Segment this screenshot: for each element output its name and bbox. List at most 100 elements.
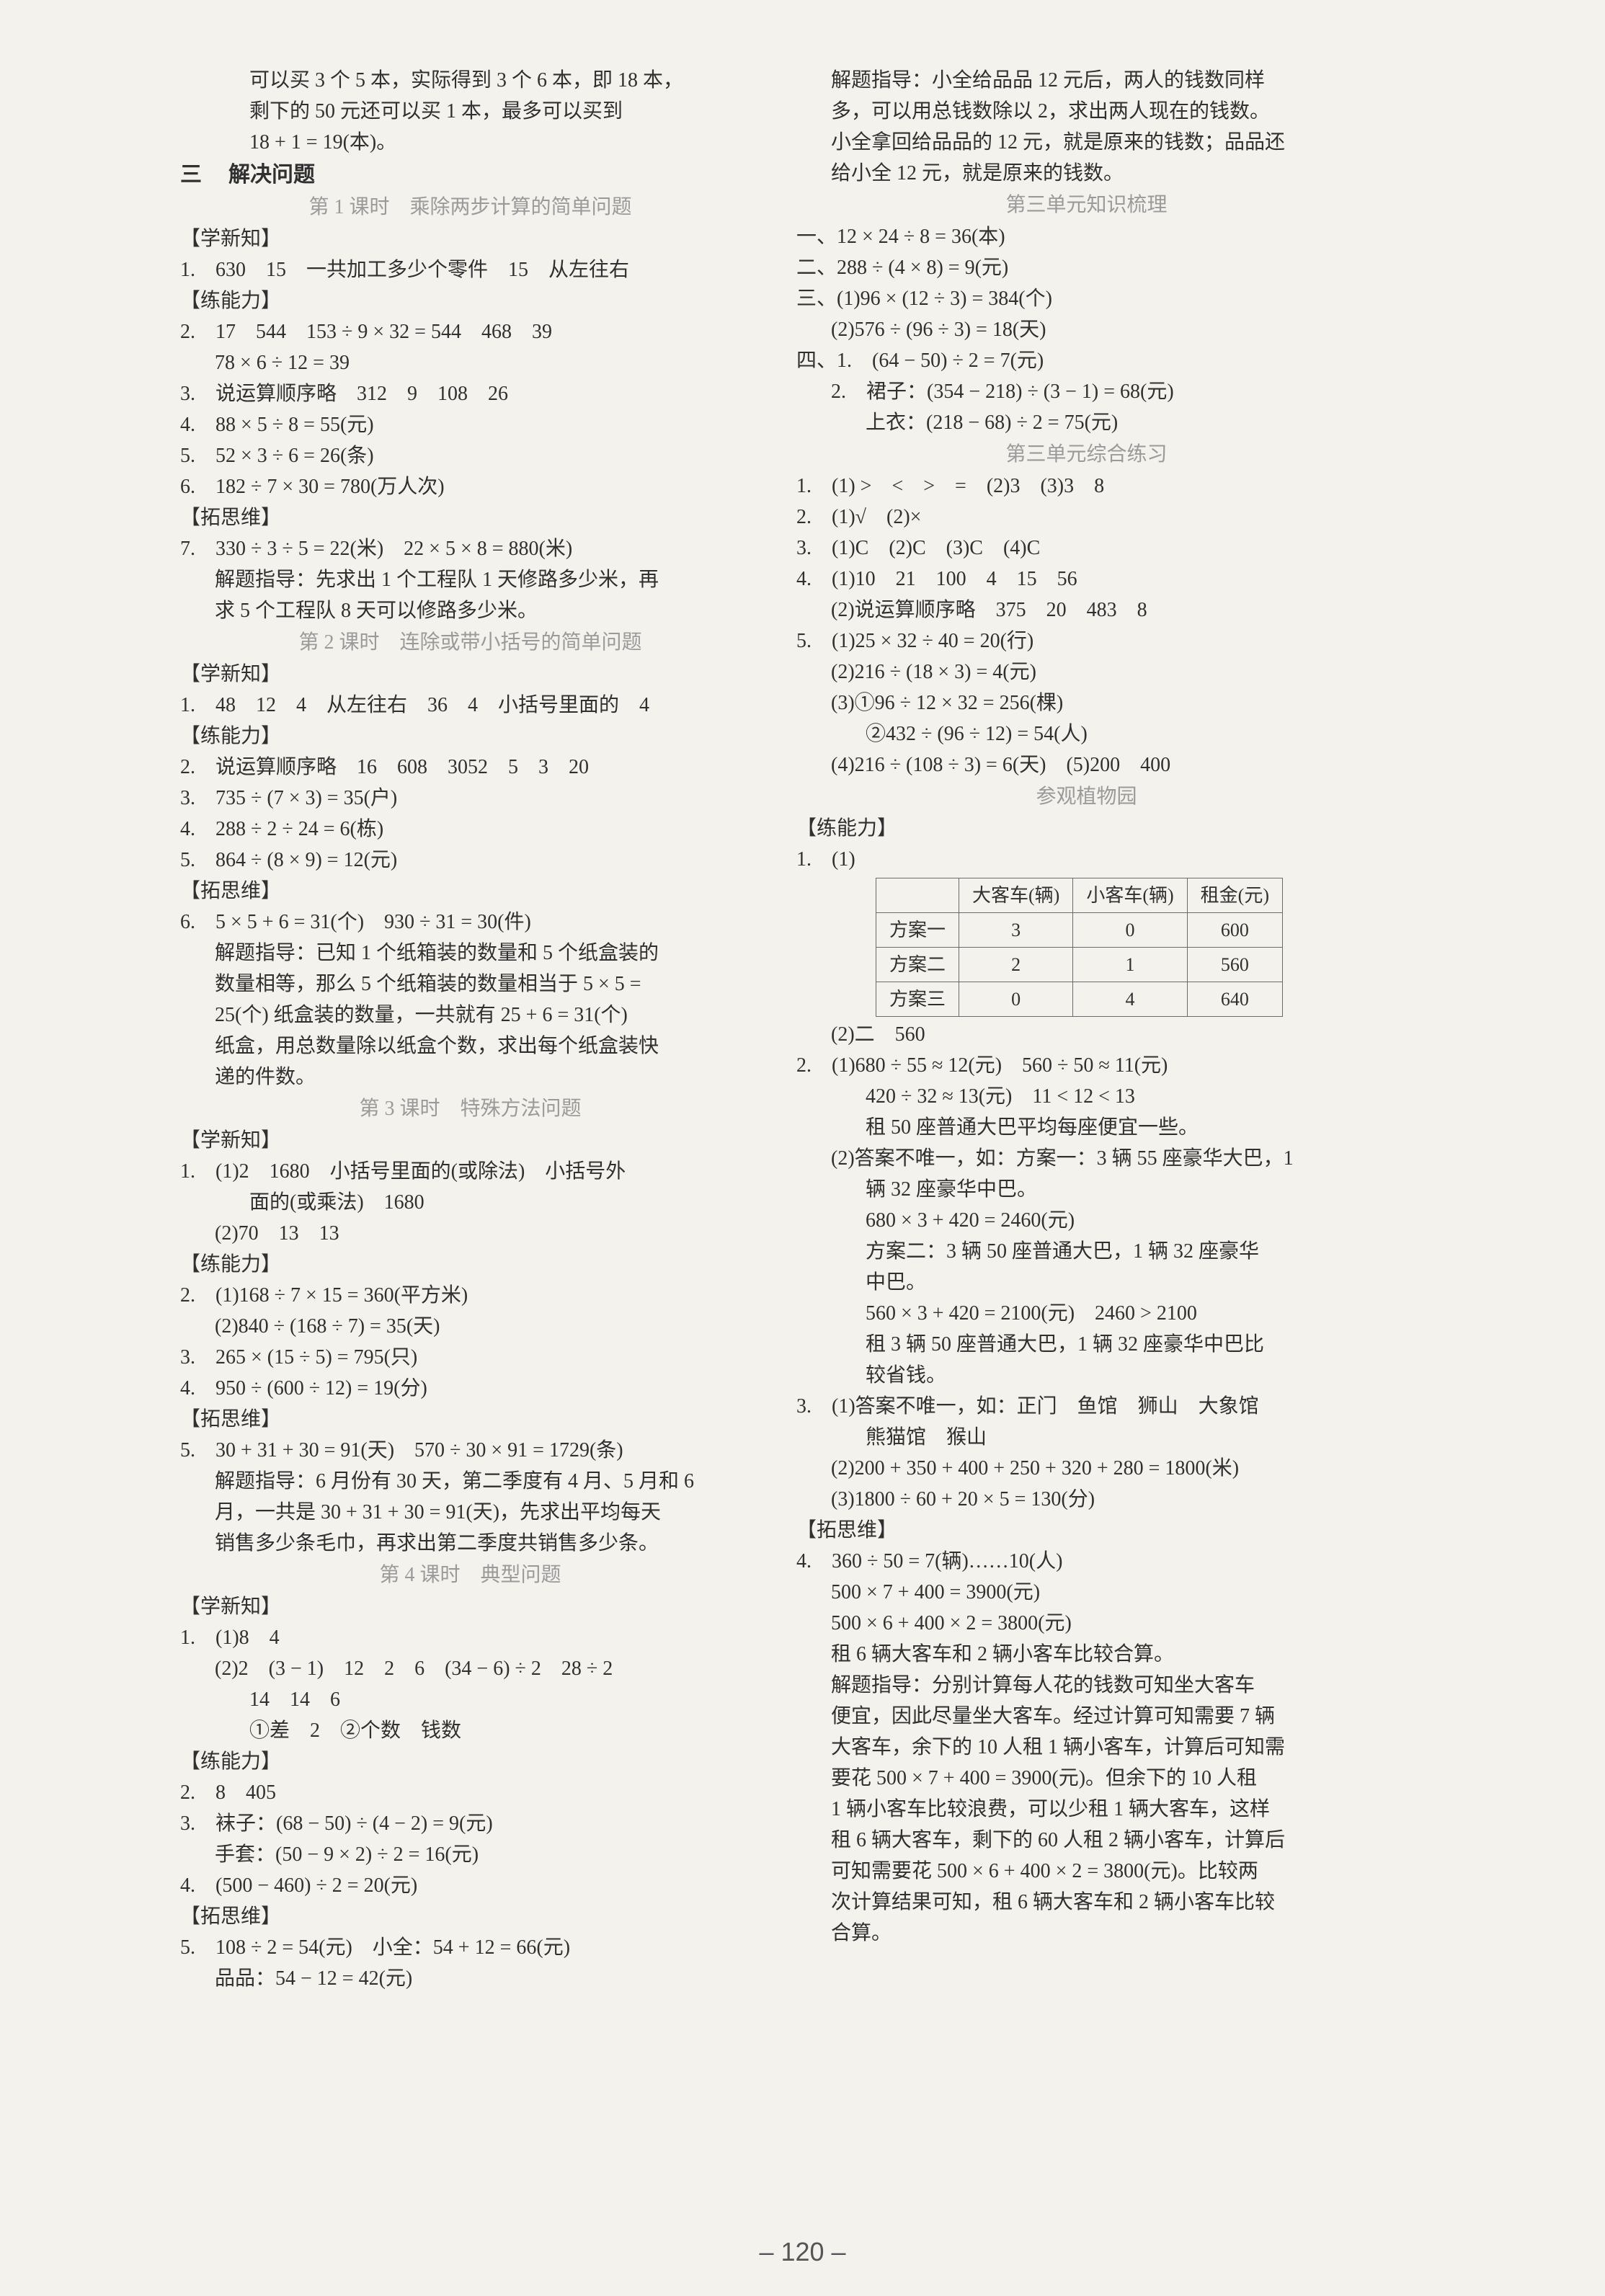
text: 2. 裙子：(354 − 218) ÷ (3 − 1) = 68(元) xyxy=(796,377,1377,407)
lesson-title: 参观植物园 xyxy=(796,782,1377,812)
lesson-title: 第 3 课时 特殊方法问题 xyxy=(180,1094,760,1124)
text: 2. (1)√ (2)× xyxy=(796,502,1377,533)
text: 一、12 × 24 ÷ 8 = 36(本) xyxy=(796,222,1377,252)
table-cell: 1 xyxy=(1073,948,1187,982)
text: 3. 袜子：(68 − 50) ÷ (4 − 2) = 9(元) xyxy=(180,1809,760,1839)
table-cell: 方案三 xyxy=(876,982,959,1017)
text: 3. (1)答案不唯一，如：正门 鱼馆 狮山 大象馆 xyxy=(796,1392,1377,1422)
text: 2. (1)168 ÷ 7 × 15 = 360(平方米) xyxy=(180,1281,760,1311)
text: 1. (1) > < > = (2)3 (3)3 8 xyxy=(796,471,1377,502)
text: 熊猫馆 猴山 xyxy=(796,1423,1377,1453)
text: 7. 330 ÷ 3 ÷ 5 = 22(米) 22 × 5 × 8 = 880(… xyxy=(180,534,760,564)
text: 500 × 6 + 400 × 2 = 3800(元) xyxy=(796,1608,1377,1639)
table-cell: 小客车(辆) xyxy=(1073,878,1187,913)
text: (2)二 560 xyxy=(796,1020,1377,1050)
text: 解题指导：分别计算每人花的钱数可知坐大客车 xyxy=(796,1670,1377,1701)
text: 4. 950 ÷ (600 ÷ 12) = 19(分) xyxy=(180,1374,760,1404)
text: 大客车，余下的 10 人租 1 辆小客车，计算后可知需 xyxy=(796,1732,1377,1763)
text: 4. 288 ÷ 2 ÷ 24 = 6(栋) xyxy=(180,814,760,845)
text: 月，一共是 30 + 31 + 30 = 91(天)，先求出平均每天 xyxy=(180,1498,760,1528)
heading-think: 【拓思维】 xyxy=(180,1405,760,1435)
text: 给小全 12 元，就是原来的钱数。 xyxy=(796,159,1377,189)
text: 中巴。 xyxy=(796,1268,1377,1298)
text: (3)①96 ÷ 12 × 32 = 256(棵) xyxy=(796,688,1377,718)
text: 面的(或乘法) 1680 xyxy=(180,1188,760,1218)
text: 1. (1) xyxy=(796,845,1377,875)
text: (3)1800 ÷ 60 + 20 × 5 = 130(分) xyxy=(796,1485,1377,1515)
text: 便宜，因此尽量坐大客车。经过计算可知需要 7 辆 xyxy=(796,1701,1377,1732)
text: 纸盒，用总数量除以纸盒个数，求出每个纸盒装快 xyxy=(180,1031,760,1062)
text: 解题指导：6 月份有 30 天，第二季度有 4 月、5 月和 6 xyxy=(180,1467,760,1497)
lesson-title: 第 4 课时 典型问题 xyxy=(180,1560,760,1590)
section-number: 三 xyxy=(180,163,202,187)
text: 4. (1)10 21 100 4 15 56 xyxy=(796,564,1377,595)
text: 解题指导：先求出 1 个工程队 1 天修路多少米，再 xyxy=(180,565,760,595)
heading-learn: 【学新知】 xyxy=(180,1592,760,1622)
table-cell: 4 xyxy=(1073,982,1187,1017)
text: 78 × 6 ÷ 12 = 39 xyxy=(180,348,760,378)
text: 2. 8 405 xyxy=(180,1778,760,1808)
text: 品品：54 − 12 = 42(元) xyxy=(180,1964,760,1994)
text: 1. 48 12 4 从左往右 36 4 小括号里面的 4 xyxy=(180,690,760,721)
text: (2)说运算顺序略 375 20 483 8 xyxy=(796,595,1377,626)
text: 手套：(50 − 9 × 2) ÷ 2 = 16(元) xyxy=(180,1840,760,1870)
text: 560 × 3 + 420 = 2100(元) 2460 > 2100 xyxy=(796,1299,1377,1329)
text: 5. 30 + 31 + 30 = 91(天) 570 ÷ 30 × 91 = … xyxy=(180,1436,760,1466)
text: 4. 88 × 5 ÷ 8 = 55(元) xyxy=(180,410,760,440)
text: 6. 5 × 5 + 6 = 31(个) 930 ÷ 31 = 30(件) xyxy=(180,907,760,938)
left-column: 可以买 3 个 5 本，实际得到 3 个 6 本，即 18 本， 剩下的 50 … xyxy=(180,65,760,1995)
text: 1. (1)2 1680 小括号里面的(或除法) 小括号外 xyxy=(180,1157,760,1187)
text: 5. 52 × 3 ÷ 6 = 26(条) xyxy=(180,441,760,471)
text: 4. (500 − 460) ÷ 2 = 20(元) xyxy=(180,1871,760,1901)
text: 租 6 辆大客车，剩下的 60 人租 2 辆小客车，计算后 xyxy=(796,1825,1377,1856)
text: ①差 2 ②个数 钱数 xyxy=(180,1716,760,1746)
text: ②432 ÷ (96 ÷ 12) = 54(人) xyxy=(796,719,1377,749)
text: 较省钱。 xyxy=(796,1361,1377,1391)
text: 2. (1)680 ÷ 55 ≈ 12(元) 560 ÷ 50 ≈ 11(元) xyxy=(796,1051,1377,1081)
text: 租 3 辆 50 座普通大巴，1 辆 32 座豪华中巴比 xyxy=(796,1330,1377,1360)
text: 次计算结果可知，租 6 辆大客车和 2 辆小客车比较 xyxy=(796,1887,1377,1918)
text: 递的件数。 xyxy=(180,1062,760,1093)
text: (2)2 (3 − 1) 12 2 6 (34 − 6) ÷ 2 28 ÷ 2 xyxy=(180,1654,760,1684)
table-row: 方案三 0 4 640 xyxy=(876,982,1283,1017)
text: 要花 500 × 7 + 400 = 3900(元)。但余下的 10 人租 xyxy=(796,1763,1377,1794)
lesson-title: 第 1 课时 乘除两步计算的简单问题 xyxy=(180,192,760,223)
text: 25(个) 纸盒装的数量，一共就有 25 + 6 = 31(个) xyxy=(180,1000,760,1031)
text: 解题指导：小全给品品 12 元后，两人的钱数同样 xyxy=(796,66,1377,96)
text: (2)答案不唯一，如：方案一：3 辆 55 座豪华大巴，1 xyxy=(796,1144,1377,1174)
heading-practice: 【练能力】 xyxy=(180,1250,760,1280)
page-number: – 120 – xyxy=(0,2237,1605,2267)
lesson-title: 第三单元综合练习 xyxy=(796,440,1377,470)
text: 上衣：(218 − 68) ÷ 2 = 75(元) xyxy=(796,408,1377,438)
heading-think: 【拓思维】 xyxy=(180,876,760,907)
text: 680 × 3 + 420 = 2460(元) xyxy=(796,1206,1377,1236)
table-cell: 640 xyxy=(1187,982,1282,1017)
text: 5. 108 ÷ 2 = 54(元) 小全：54 + 12 = 66(元) xyxy=(180,1933,760,1963)
heading-think: 【拓思维】 xyxy=(180,503,760,533)
text: 18 + 1 = 19(本)。 xyxy=(180,128,760,158)
table-row: 大客车(辆) 小客车(辆) 租金(元) xyxy=(876,878,1283,913)
text: 2. 说运算顺序略 16 608 3052 5 3 20 xyxy=(180,752,760,783)
heading-learn: 【学新知】 xyxy=(180,659,760,690)
text: 可知需要花 500 × 6 + 400 × 2 = 3800(元)。比较两 xyxy=(796,1856,1377,1887)
table-cell: 600 xyxy=(1187,913,1282,948)
table-cell: 0 xyxy=(959,982,1073,1017)
text: 5. (1)25 × 32 ÷ 40 = 20(行) xyxy=(796,626,1377,657)
section-header: 三 解决问题 xyxy=(180,159,760,191)
text: 三、(1)96 × (12 ÷ 3) = 384(个) xyxy=(796,284,1377,314)
table-cell: 方案一 xyxy=(876,913,959,948)
heading-practice: 【练能力】 xyxy=(180,1747,760,1777)
table-cell: 560 xyxy=(1187,948,1282,982)
heading-think: 【拓思维】 xyxy=(796,1516,1377,1546)
text: 4. 360 ÷ 50 = 7(辆)……10(人) xyxy=(796,1547,1377,1577)
text: 四、1. (64 − 50) ÷ 2 = 7(元) xyxy=(796,346,1377,376)
table-cell: 大客车(辆) xyxy=(959,878,1073,913)
text: 3. 说运算顺序略 312 9 108 26 xyxy=(180,379,760,409)
text: 方案二：3 辆 50 座普通大巴，1 辆 32 座豪华 xyxy=(796,1237,1377,1267)
table-cell: 2 xyxy=(959,948,1073,982)
text: 辆 32 座豪华中巴。 xyxy=(796,1175,1377,1205)
text: 1. 630 15 一共加工多少个零件 15 从左往右 xyxy=(180,255,760,285)
right-column: 解题指导：小全给品品 12 元后，两人的钱数同样 多，可以用总钱数除以 2，求出… xyxy=(796,65,1377,1995)
table-row: 方案二 2 1 560 xyxy=(876,948,1283,982)
text: 可以买 3 个 5 本，实际得到 3 个 6 本，即 18 本， xyxy=(180,66,760,96)
